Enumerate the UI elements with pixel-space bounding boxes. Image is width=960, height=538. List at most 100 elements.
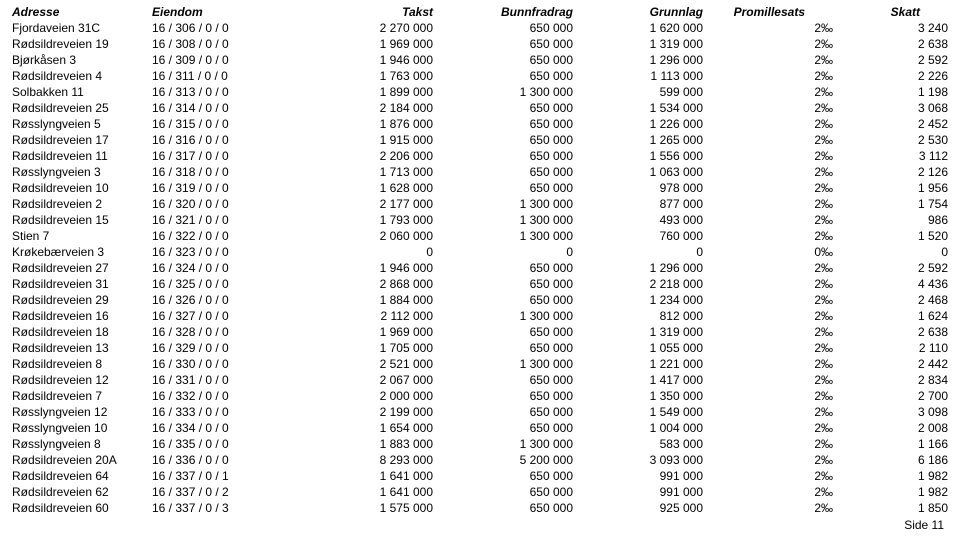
cell: Rødsildreveien 60 bbox=[10, 500, 150, 516]
cell: 16 / 325 / 0 / 0 bbox=[150, 276, 280, 292]
cell: 1 763 000 bbox=[280, 68, 435, 84]
table-row: Stien 716 / 322 / 0 / 02 060 0001 300 00… bbox=[10, 228, 950, 244]
table-row: Krøkebærveien 316 / 323 / 0 / 00000‰0 bbox=[10, 244, 950, 260]
cell: 0 bbox=[280, 244, 435, 260]
cell: 2‰ bbox=[705, 164, 835, 180]
cell: 2‰ bbox=[705, 84, 835, 100]
cell: 1 319 000 bbox=[575, 324, 705, 340]
table-row: Rødsildreveien 1316 / 329 / 0 / 01 705 0… bbox=[10, 340, 950, 356]
cell: 1 946 000 bbox=[280, 260, 435, 276]
cell: 5 200 000 bbox=[435, 452, 575, 468]
table-row: Rødsildreveien 416 / 311 / 0 / 01 763 00… bbox=[10, 68, 950, 84]
cell: 650 000 bbox=[435, 36, 575, 52]
cell: 1 946 000 bbox=[280, 52, 435, 68]
cell: 16 / 329 / 0 / 0 bbox=[150, 340, 280, 356]
table-row: Røsslyngveien 1016 / 334 / 0 / 01 654 00… bbox=[10, 420, 950, 436]
cell: 2‰ bbox=[705, 484, 835, 500]
cell: 2‰ bbox=[705, 20, 835, 36]
cell: 1 534 000 bbox=[575, 100, 705, 116]
cell: 650 000 bbox=[435, 52, 575, 68]
cell: 650 000 bbox=[435, 292, 575, 308]
cell: 925 000 bbox=[575, 500, 705, 516]
cell: 16 / 308 / 0 / 0 bbox=[150, 36, 280, 52]
cell: 16 / 337 / 0 / 3 bbox=[150, 500, 280, 516]
cell: 650 000 bbox=[435, 164, 575, 180]
cell: 16 / 319 / 0 / 0 bbox=[150, 180, 280, 196]
cell: 2‰ bbox=[705, 420, 835, 436]
cell: 650 000 bbox=[435, 404, 575, 420]
cell: 2‰ bbox=[705, 116, 835, 132]
cell: 1 296 000 bbox=[575, 260, 705, 276]
cell: 2 184 000 bbox=[280, 100, 435, 116]
table-row: Rødsildreveien 1616 / 327 / 0 / 02 112 0… bbox=[10, 308, 950, 324]
cell: 2 700 bbox=[835, 388, 950, 404]
cell: 2‰ bbox=[705, 68, 835, 84]
cell: 1 300 000 bbox=[435, 436, 575, 452]
cell: 2‰ bbox=[705, 388, 835, 404]
cell: 16 / 337 / 0 / 2 bbox=[150, 484, 280, 500]
cell: 650 000 bbox=[435, 500, 575, 516]
cell: 16 / 328 / 0 / 0 bbox=[150, 324, 280, 340]
cell: 1 300 000 bbox=[435, 356, 575, 372]
cell: 2 270 000 bbox=[280, 20, 435, 36]
cell: 650 000 bbox=[435, 276, 575, 292]
cell: 16 / 335 / 0 / 0 bbox=[150, 436, 280, 452]
cell: 16 / 311 / 0 / 0 bbox=[150, 68, 280, 84]
cell: 1 055 000 bbox=[575, 340, 705, 356]
cell: 2 592 bbox=[835, 260, 950, 276]
table-row: Rødsildreveien 1116 / 317 / 0 / 02 206 0… bbox=[10, 148, 950, 164]
table-row: Rødsildreveien 1916 / 308 / 0 / 01 969 0… bbox=[10, 36, 950, 52]
page-footer: Side 11 bbox=[10, 516, 950, 532]
cell: 1 850 bbox=[835, 500, 950, 516]
table-row: Røsslyngveien 1216 / 333 / 0 / 02 199 00… bbox=[10, 404, 950, 420]
cell: 2‰ bbox=[705, 372, 835, 388]
cell: 1 969 000 bbox=[280, 324, 435, 340]
cell: 1 793 000 bbox=[280, 212, 435, 228]
cell: 1 350 000 bbox=[575, 388, 705, 404]
col-header-skatt: Skatt bbox=[835, 4, 950, 20]
table-row: Rødsildreveien 3116 / 325 / 0 / 02 868 0… bbox=[10, 276, 950, 292]
cell: 16 / 323 / 0 / 0 bbox=[150, 244, 280, 260]
cell: 650 000 bbox=[435, 260, 575, 276]
cell: 1 876 000 bbox=[280, 116, 435, 132]
cell: 1 956 bbox=[835, 180, 950, 196]
table-row: Rødsildreveien 6016 / 337 / 0 / 31 575 0… bbox=[10, 500, 950, 516]
col-header-grunnlag: Grunnlag bbox=[575, 4, 705, 20]
cell: 0 bbox=[435, 244, 575, 260]
cell: Rødsildreveien 8 bbox=[10, 356, 150, 372]
cell: 1 620 000 bbox=[575, 20, 705, 36]
cell: 3 112 bbox=[835, 148, 950, 164]
cell: 16 / 336 / 0 / 0 bbox=[150, 452, 280, 468]
cell: 2‰ bbox=[705, 100, 835, 116]
cell: 16 / 317 / 0 / 0 bbox=[150, 148, 280, 164]
cell: 2‰ bbox=[705, 500, 835, 516]
cell: 1 198 bbox=[835, 84, 950, 100]
cell: 1 628 000 bbox=[280, 180, 435, 196]
cell: 1 969 000 bbox=[280, 36, 435, 52]
col-header-adresse: Adresse bbox=[10, 4, 150, 20]
cell: 16 / 333 / 0 / 0 bbox=[150, 404, 280, 420]
cell: 1 641 000 bbox=[280, 484, 435, 500]
cell: 2 112 000 bbox=[280, 308, 435, 324]
cell: 2‰ bbox=[705, 148, 835, 164]
cell: 2 452 bbox=[835, 116, 950, 132]
table-header-row: Adresse Eiendom Takst Bunnfradrag Grunnl… bbox=[10, 4, 950, 20]
cell: 2‰ bbox=[705, 260, 835, 276]
cell: 2‰ bbox=[705, 276, 835, 292]
cell: 2 442 bbox=[835, 356, 950, 372]
cell: 2 521 000 bbox=[280, 356, 435, 372]
cell: Fjordaveien 31C bbox=[10, 20, 150, 36]
col-header-promillesats: Promillesats bbox=[705, 4, 835, 20]
cell: 991 000 bbox=[575, 468, 705, 484]
cell: 2‰ bbox=[705, 324, 835, 340]
cell: 16 / 309 / 0 / 0 bbox=[150, 52, 280, 68]
cell: 650 000 bbox=[435, 324, 575, 340]
cell: 2 206 000 bbox=[280, 148, 435, 164]
col-header-takst: Takst bbox=[280, 4, 435, 20]
cell: 16 / 327 / 0 / 0 bbox=[150, 308, 280, 324]
cell: Røsslyngveien 3 bbox=[10, 164, 150, 180]
cell: 2 008 bbox=[835, 420, 950, 436]
cell: Rødsildreveien 62 bbox=[10, 484, 150, 500]
cell: 650 000 bbox=[435, 68, 575, 84]
cell: 0‰ bbox=[705, 244, 835, 260]
